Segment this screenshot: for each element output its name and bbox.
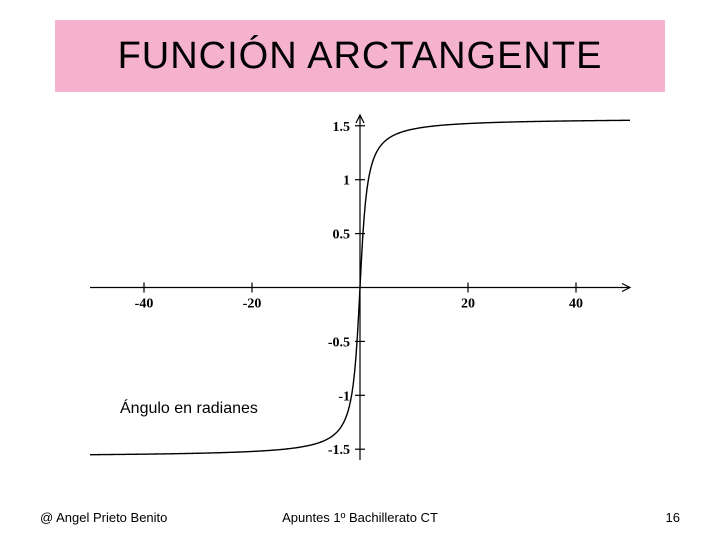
svg-text:-0.5: -0.5: [328, 335, 350, 350]
svg-text:1.5: 1.5: [333, 120, 351, 135]
title-banner: FUNCIÓN ARCTANGENTE: [55, 20, 665, 92]
svg-text:-1.5: -1.5: [328, 443, 350, 458]
footer-subtitle: Apuntes 1º Bachillerato CT: [0, 510, 720, 525]
footer-page-number: 16: [666, 510, 680, 525]
svg-text:-1: -1: [338, 389, 350, 404]
page-title: FUNCIÓN ARCTANGENTE: [118, 35, 603, 78]
svg-text:20: 20: [461, 297, 475, 312]
svg-text:0.5: 0.5: [333, 228, 351, 243]
chart-annotation: Ángulo en radianes: [120, 400, 258, 418]
svg-text:-40: -40: [135, 297, 154, 312]
footer: @ Angel Prieto Benito Apuntes 1º Bachill…: [0, 510, 720, 530]
svg-text:-20: -20: [243, 297, 262, 312]
svg-text:40: 40: [569, 297, 583, 312]
svg-text:1: 1: [343, 174, 350, 189]
